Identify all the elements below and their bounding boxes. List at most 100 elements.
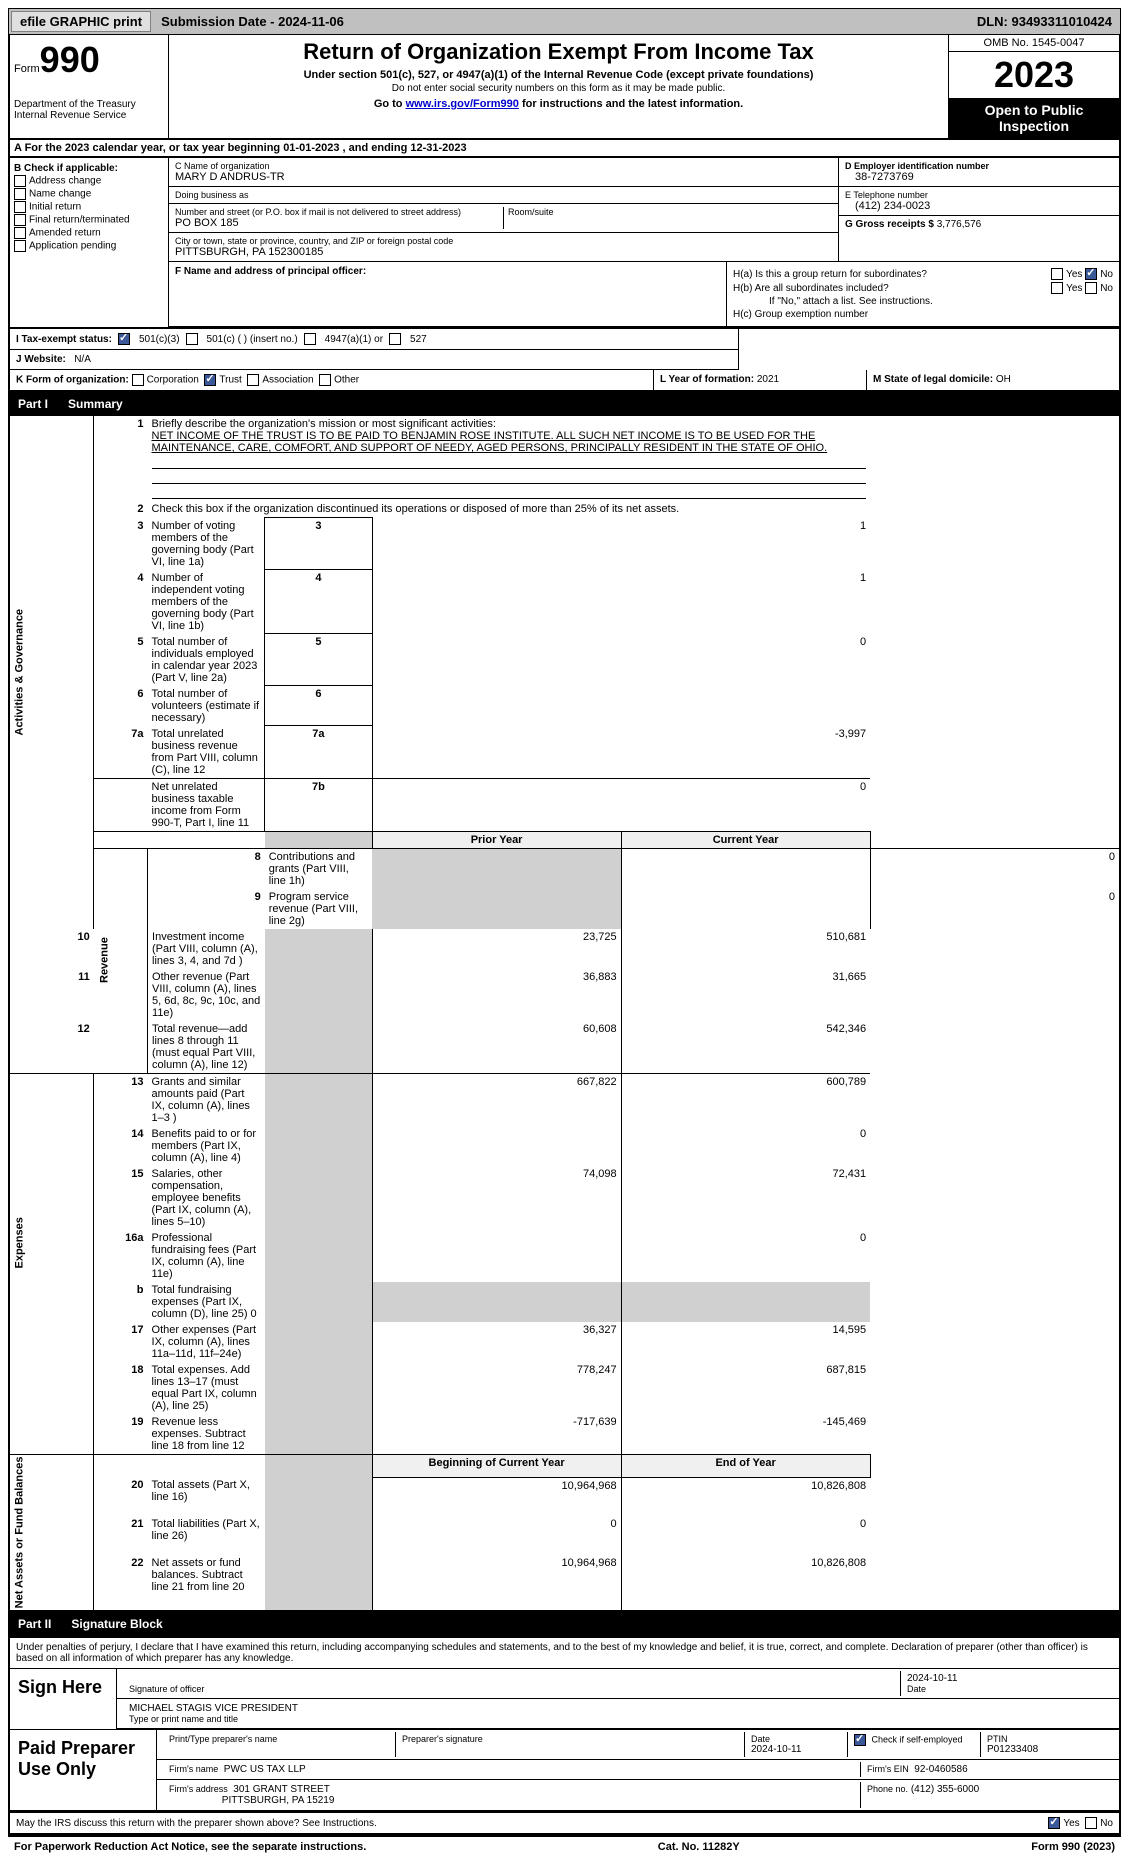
chk-initial-return[interactable]: [14, 201, 26, 213]
line-12: Total revenue—add lines 8 through 11 (mu…: [148, 1021, 265, 1074]
chk-4947[interactable]: [304, 333, 316, 345]
chk-corporation[interactable]: [132, 374, 144, 386]
part1-header: Part I Summary: [8, 392, 1121, 416]
rows-ijk: I Tax-exempt status: 501(c)(3) 501(c) ( …: [8, 329, 1121, 392]
top-toolbar: efile GRAPHIC print Submission Date - 20…: [8, 8, 1121, 35]
line-19: Revenue less expenses. Subtract line 18 …: [148, 1414, 265, 1455]
line-6: Total number of volunteers (estimate if …: [148, 686, 265, 726]
chk-501c3[interactable]: [118, 333, 130, 345]
chk-application-pending[interactable]: [14, 240, 26, 252]
line-11: Other revenue (Part VIII, column (A), li…: [148, 969, 265, 1021]
box-c-dba: Doing business as: [169, 187, 838, 204]
box-c-name: C Name of organization MARY D ANDRUS-TR: [169, 158, 838, 187]
may-irs-discuss: May the IRS discuss this return with the…: [8, 1812, 1121, 1835]
col-cdefg: C Name of organization MARY D ANDRUS-TR …: [169, 158, 1119, 327]
line-m: M State of legal domicile: OH: [867, 370, 1119, 390]
efile-print-button[interactable]: efile GRAPHIC print: [11, 11, 151, 32]
chk-amended-return[interactable]: [14, 227, 26, 239]
title-ssn-warning: Do not enter social security numbers on …: [173, 83, 944, 94]
chk-other[interactable]: [319, 374, 331, 386]
chk-association[interactable]: [247, 374, 259, 386]
header-left: Form990 Department of the Treasury Inter…: [10, 35, 169, 138]
info-grid: B Check if applicable: Address change Na…: [8, 158, 1121, 329]
firm-ein: 92-0460586: [914, 1764, 967, 1775]
chk-irs-yes[interactable]: [1048, 1817, 1060, 1829]
line-8: Contributions and grants (Part VIII, lin…: [265, 848, 372, 889]
header-right: OMB No. 1545-0047 2023 Open to Public In…: [948, 35, 1119, 138]
firm-addr1: 301 GRANT STREET: [233, 1784, 330, 1795]
line-1: Briefly describe the organization's miss…: [148, 416, 871, 501]
dept-treasury: Department of the Treasury Internal Reve…: [14, 99, 164, 121]
box-f-officer: F Name and address of principal officer:: [169, 262, 727, 326]
line-7b: Net unrelated business taxable income fr…: [148, 778, 265, 831]
line-9: Program service revenue (Part VIII, line…: [265, 889, 372, 929]
line-17: Other expenses (Part IX, column (A), lin…: [148, 1322, 265, 1362]
line-4: Number of independent voting members of …: [148, 570, 265, 634]
omb-number: OMB No. 1545-0047: [949, 35, 1119, 52]
perjury-statement: Under penalties of perjury, I declare th…: [10, 1638, 1119, 1669]
page-footer: For Paperwork Reduction Act Notice, see …: [8, 1835, 1121, 1853]
box-b-title: B Check if applicable:: [14, 163, 164, 174]
submission-date: Submission Date - 2024-11-06: [155, 12, 350, 31]
box-e-phone: E Telephone number (412) 234-0023: [839, 187, 1119, 216]
box-d-ein: D Employer identification number 38-7273…: [839, 158, 1119, 187]
chk-527[interactable]: [389, 333, 401, 345]
title-goto: Go to www.irs.gov/Form990 for instructio…: [173, 98, 944, 110]
irs-form990-link[interactable]: www.irs.gov/Form990: [406, 98, 519, 110]
chk-hb-no[interactable]: [1085, 282, 1097, 294]
line-j: J Website: N/A: [10, 350, 738, 370]
footer-mid: Cat. No. 11282Y: [658, 1841, 740, 1853]
firm-addr2: PITTSBURGH, PA 15219: [222, 1795, 335, 1806]
line-2: Check this box if the organization disco…: [148, 501, 871, 518]
header-title: Return of Organization Exempt From Incom…: [169, 35, 948, 138]
line-a-tax-year: A For the 2023 calendar year, or tax yea…: [8, 140, 1121, 158]
firm-phone: (412) 355-6000: [911, 1784, 979, 1795]
chk-name-change[interactable]: [14, 188, 26, 200]
line-k: K Form of organization: Corporation Trus…: [10, 370, 654, 390]
tax-year: 2023: [949, 52, 1119, 98]
box-c-street: Number and street (or P.O. box if mail i…: [169, 204, 838, 233]
footer-right: Form 990 (2023): [1031, 1841, 1115, 1853]
line-13: Grants and similar amounts paid (Part IX…: [148, 1073, 265, 1126]
side-net-assets: Net Assets or Fund Balances: [9, 1454, 94, 1611]
line-18: Total expenses. Add lines 13–17 (must eq…: [148, 1362, 265, 1414]
line-22: Net assets or fund balances. Subtract li…: [148, 1555, 265, 1612]
side-activities: Activities & Governance: [9, 416, 94, 929]
line-16a: Professional fundraising fees (Part IX, …: [148, 1230, 265, 1282]
part2-header: Part II Signature Block: [8, 1612, 1121, 1636]
summary-table: Activities & Governance 1 Briefly descri…: [8, 416, 1121, 1612]
sign-here-row: Sign Here Signature of officer 2024-10-1…: [10, 1669, 1119, 1729]
footer-left: For Paperwork Reduction Act Notice, see …: [14, 1841, 366, 1853]
chk-self-employed[interactable]: [854, 1734, 866, 1746]
open-to-public: Open to Public Inspection: [949, 98, 1119, 138]
line-3: Number of voting members of the governin…: [148, 518, 265, 570]
paid-preparer-label: Paid Preparer Use Only: [10, 1730, 157, 1810]
chk-ha-no[interactable]: [1085, 268, 1097, 280]
line-l: L Year of formation: 2021: [654, 370, 867, 390]
form-header: Form990 Department of the Treasury Inter…: [8, 35, 1121, 140]
chk-address-change[interactable]: [14, 175, 26, 187]
officer-name: MICHAEL STAGIS VICE PRESIDENT: [129, 1703, 1107, 1714]
ptin: P01233408: [987, 1744, 1107, 1755]
box-c-city: City or town, state or province, country…: [169, 233, 838, 261]
signature-block: Under penalties of perjury, I declare th…: [8, 1636, 1121, 1812]
box-h: H(a) Is this a group return for subordin…: [727, 262, 1119, 326]
chk-trust[interactable]: [204, 374, 216, 386]
line-20: Total assets (Part X, line 16): [148, 1477, 265, 1516]
chk-irs-no[interactable]: [1085, 1817, 1097, 1829]
side-revenue: Revenue: [94, 848, 148, 1073]
line-5: Total number of individuals employed in …: [148, 634, 265, 686]
form-number: 990: [40, 39, 100, 80]
chk-ha-yes[interactable]: [1051, 268, 1063, 280]
sign-here-label: Sign Here: [10, 1669, 117, 1729]
line-7a: Total unrelated business revenue from Pa…: [148, 726, 265, 779]
title-main: Return of Organization Exempt From Incom…: [173, 39, 944, 65]
chk-hb-yes[interactable]: [1051, 282, 1063, 294]
form-prefix: Form: [14, 63, 40, 75]
line-i: I Tax-exempt status: 501(c)(3) 501(c) ( …: [10, 329, 738, 350]
paid-preparer-row: Paid Preparer Use Only Print/Type prepar…: [10, 1729, 1119, 1810]
chk-final-return[interactable]: [14, 214, 26, 226]
firm-name: PWC US TAX LLP: [224, 1764, 306, 1775]
chk-501c[interactable]: [186, 333, 198, 345]
box-g-receipts: G Gross receipts $ 3,776,576: [839, 216, 1119, 233]
